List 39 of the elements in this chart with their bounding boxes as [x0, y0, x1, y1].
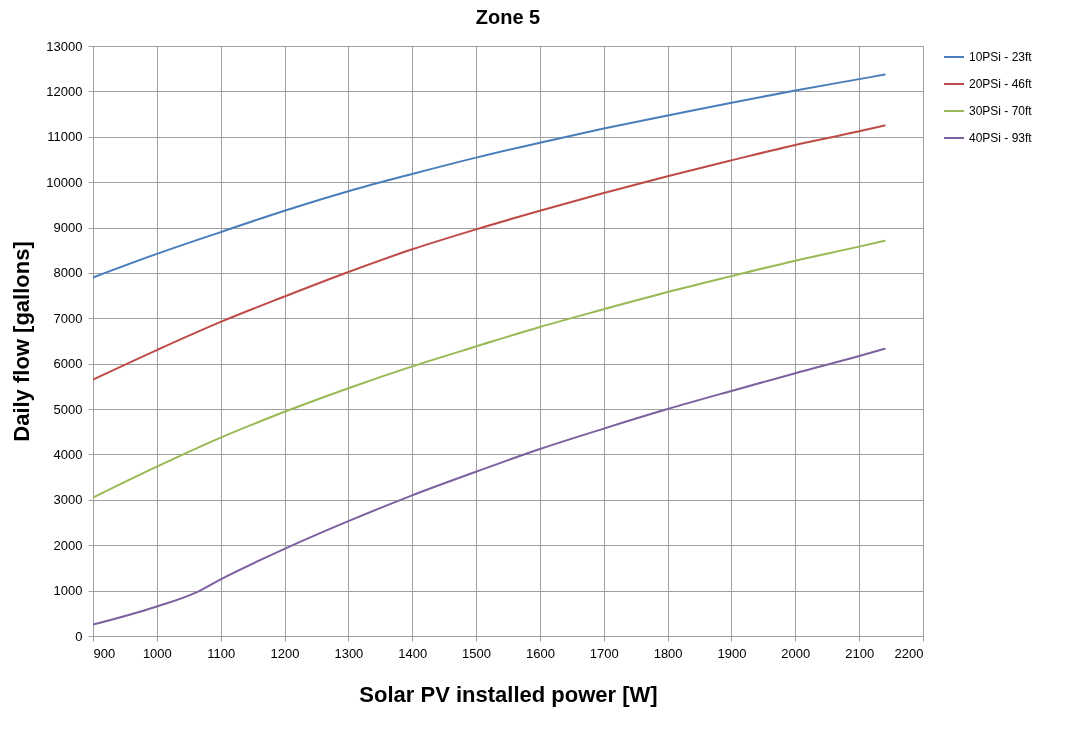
x-tick-label: 1800: [653, 645, 683, 661]
x-tick-label: 1700: [589, 645, 619, 661]
y-tick-label: 4000: [53, 446, 83, 462]
x-tick-label: 1300: [334, 645, 364, 661]
x-tick-label: 2000: [781, 645, 811, 661]
y-tick-label: 8000: [53, 265, 83, 281]
y-tick-label: 9000: [53, 220, 83, 236]
y-tick-label: 7000: [53, 310, 83, 326]
y-tick-label: 0: [75, 628, 83, 644]
x-tick-label: 1900: [717, 645, 747, 661]
x-tick-label: 900: [93, 645, 116, 661]
y-tick-label: 5000: [53, 401, 83, 417]
y-tick-label: 6000: [53, 356, 83, 372]
legend-label: 10PSi - 23ft: [969, 50, 1033, 64]
y-tick-label: 13000: [46, 38, 83, 54]
x-tick-label: 1500: [462, 645, 492, 661]
y-tick-label: 10000: [46, 174, 83, 190]
y-tick-label: 2000: [53, 537, 83, 553]
line-series: [93, 239, 886, 499]
x-tick-label: 1100: [207, 645, 236, 661]
x-tick-label: 1000: [142, 645, 172, 661]
legend-label: 40PSi - 93ft: [969, 131, 1033, 145]
x-tick-label: 1600: [525, 645, 555, 661]
y-tick-label: 11000: [47, 129, 83, 145]
x-tick-label: 1400: [398, 645, 428, 661]
y-tick-label: 12000: [46, 83, 83, 99]
y-tick-label: 1000: [53, 583, 83, 599]
x-tick-label: 2100: [845, 645, 875, 661]
line-series: [93, 347, 886, 626]
legend-label: 30PSi - 70ft: [969, 104, 1033, 118]
y-axis-title: Daily flow [gallons]: [9, 241, 35, 442]
x-tick-label: 2200: [894, 645, 924, 661]
x-axis-title: Solar PV installed power [W]: [359, 681, 658, 707]
legend-label: 20PSi - 46ft: [969, 77, 1033, 91]
y-tick-label: 3000: [53, 492, 83, 508]
x-tick-label: 1200: [270, 645, 300, 661]
line-series: [93, 124, 886, 381]
line-series: [93, 73, 886, 279]
chart-title: Zone 5: [475, 6, 541, 28]
